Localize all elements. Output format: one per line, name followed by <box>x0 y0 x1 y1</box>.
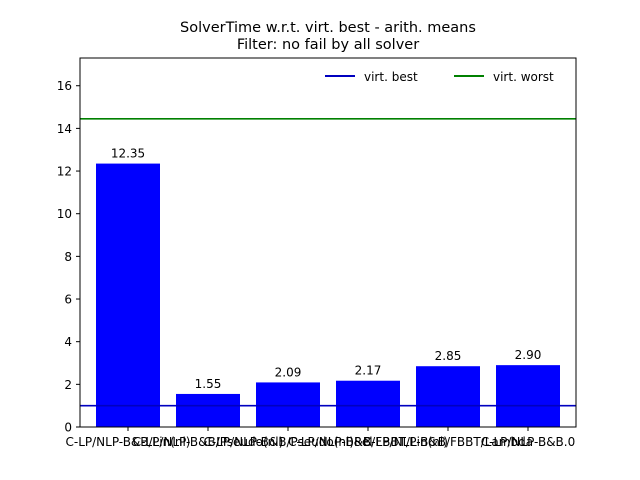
y-tick-label: 0 <box>64 421 72 435</box>
bar-value-label: 2.90 <box>515 348 542 362</box>
y-axis: 0 2 4 6 8 10 12 14 16 <box>57 79 80 435</box>
bar-value-label: 2.85 <box>435 349 462 363</box>
y-tick-label: 16 <box>57 79 72 93</box>
bar <box>416 366 480 427</box>
legend-label-virt-best: virt. best <box>364 70 418 84</box>
bar-value-label: 2.17 <box>355 364 382 378</box>
value-labels: 12.35 1.55 2.09 2.17 2.85 2.90 <box>111 147 542 391</box>
bar <box>96 163 160 427</box>
x-tick-label: C-LP/NLP-B&B/Pseudo(nl)Rel <box>203 435 372 449</box>
reference-lines <box>80 117 576 407</box>
y-tick-label: 4 <box>64 335 72 349</box>
plot-frame <box>79 57 577 428</box>
bar <box>336 380 400 427</box>
y-tick-label: 2 <box>64 378 72 392</box>
y-tick-label: 8 <box>64 250 72 264</box>
bar <box>256 382 320 427</box>
x-tick-label: C-LP/NLP-B&B/Lin(nl) <box>65 435 190 449</box>
x-axis: C-LP/NLP-B&B/Lin(nl)C-LP/NLP-B&B/Pseudo(… <box>65 427 575 449</box>
chart-title: SolverTime w.r.t. virt. best - arith. me… <box>180 20 476 36</box>
bars <box>96 163 560 427</box>
bar-value-label: 1.55 <box>195 377 222 391</box>
y-tick-label: 10 <box>57 207 72 221</box>
x-tick-label: C-LP/NLP-B&B.0 <box>481 435 575 449</box>
bar-value-label: 2.09 <box>275 365 302 379</box>
legend: virt. best virt. worst <box>325 70 554 84</box>
y-tick-label: 6 <box>64 293 72 307</box>
x-tick-label: C-LP/NLP-B&B/Pseudo(nl) <box>133 435 284 449</box>
bar <box>496 365 560 427</box>
y-tick-label: 14 <box>57 122 72 136</box>
x-tick-label: C-LP/NLP-B&B/FBBT/Lambda <box>363 435 533 449</box>
legend-label-virt-worst: virt. worst <box>493 70 554 84</box>
chart-subtitle: Filter: no fail by all solver <box>237 37 419 53</box>
y-tick-label: 12 <box>57 165 72 179</box>
bar-value-label: 12.35 <box>111 147 145 161</box>
x-tick-label: C-LP/NLP-B&B/FBBT/Lin(nl) <box>288 435 448 449</box>
bar <box>176 393 240 427</box>
